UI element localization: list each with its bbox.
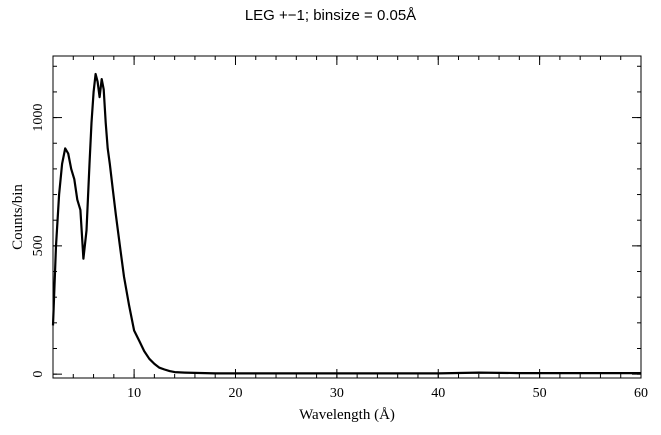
chart-title: LEG +−1; binsize = 0.05Å [244, 7, 417, 24]
plot-frame [52, 55, 642, 379]
y-tick-label: 0 [31, 371, 46, 378]
x-tick-label: 20 [228, 386, 242, 401]
y-tick-label: 500 [31, 235, 46, 256]
x-tick-label: 40 [431, 386, 445, 401]
x-tick-label: 60 [634, 386, 648, 401]
y-axis-label: Counts/bin [10, 184, 26, 250]
y-tick-label: 1000 [31, 104, 46, 132]
x-tick-label: 30 [330, 386, 344, 401]
x-tick-label: 50 [533, 386, 547, 401]
x-axis-label: Wavelength (Å) [299, 407, 395, 423]
spectrum-line [51, 72, 641, 375]
x-tick-label: 10 [127, 386, 141, 401]
